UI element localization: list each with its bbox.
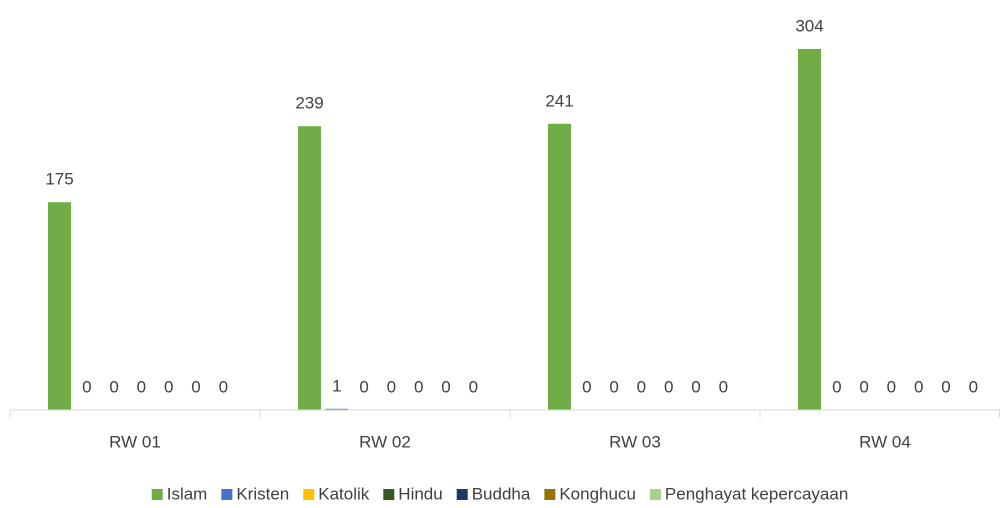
data-label: 0 bbox=[941, 377, 950, 396]
legend-label: Islam bbox=[167, 484, 208, 503]
data-label: 0 bbox=[859, 377, 868, 396]
bar bbox=[48, 202, 71, 410]
bar bbox=[298, 126, 321, 410]
legend-label: Kristen bbox=[236, 484, 289, 503]
x-tick-label: RW 02 bbox=[359, 432, 411, 451]
data-label: 304 bbox=[795, 16, 823, 35]
data-label: 1 bbox=[332, 376, 341, 395]
data-label: 0 bbox=[719, 377, 728, 396]
data-label: 0 bbox=[414, 377, 423, 396]
data-label: 0 bbox=[441, 377, 450, 396]
bar bbox=[548, 123, 571, 410]
legend-label: Buddha bbox=[472, 484, 531, 503]
legend-swatch bbox=[456, 489, 468, 500]
data-label: 0 bbox=[969, 377, 978, 396]
data-label: 0 bbox=[469, 377, 478, 396]
legend-label: Penghayat kepercayaan bbox=[665, 484, 848, 503]
data-label: 0 bbox=[191, 377, 200, 396]
legend-swatch bbox=[544, 489, 556, 500]
data-label: 0 bbox=[164, 377, 173, 396]
data-label: 0 bbox=[387, 377, 396, 396]
data-label: 0 bbox=[219, 377, 228, 396]
data-label: 0 bbox=[832, 377, 841, 396]
legend-swatch bbox=[303, 489, 315, 500]
data-label: 0 bbox=[914, 377, 923, 396]
data-label: 0 bbox=[637, 377, 646, 396]
x-tick-label: RW 04 bbox=[859, 432, 911, 451]
data-label: 0 bbox=[359, 377, 368, 396]
legend-swatch bbox=[151, 489, 163, 500]
x-tick-label: RW 01 bbox=[109, 432, 161, 451]
legend-swatch bbox=[383, 489, 395, 500]
data-label: 175 bbox=[45, 170, 73, 189]
x-tick-label: RW 03 bbox=[609, 432, 661, 451]
data-label: 0 bbox=[82, 377, 91, 396]
bar bbox=[325, 408, 349, 410]
legend-label: Hindu bbox=[398, 484, 442, 503]
legend-swatch bbox=[649, 489, 661, 500]
data-label: 0 bbox=[137, 377, 146, 396]
legend-label: Katolik bbox=[318, 484, 370, 503]
bar bbox=[798, 49, 821, 410]
data-label: 0 bbox=[609, 377, 618, 396]
data-label: 241 bbox=[545, 91, 573, 110]
data-label: 0 bbox=[664, 377, 673, 396]
data-label: 0 bbox=[109, 377, 118, 396]
data-label: 0 bbox=[887, 377, 896, 396]
legend-swatch bbox=[221, 489, 233, 500]
data-label: 0 bbox=[582, 377, 591, 396]
data-label: 0 bbox=[691, 377, 700, 396]
legend-label: Konghucu bbox=[559, 484, 636, 503]
data-label: 239 bbox=[295, 94, 323, 113]
